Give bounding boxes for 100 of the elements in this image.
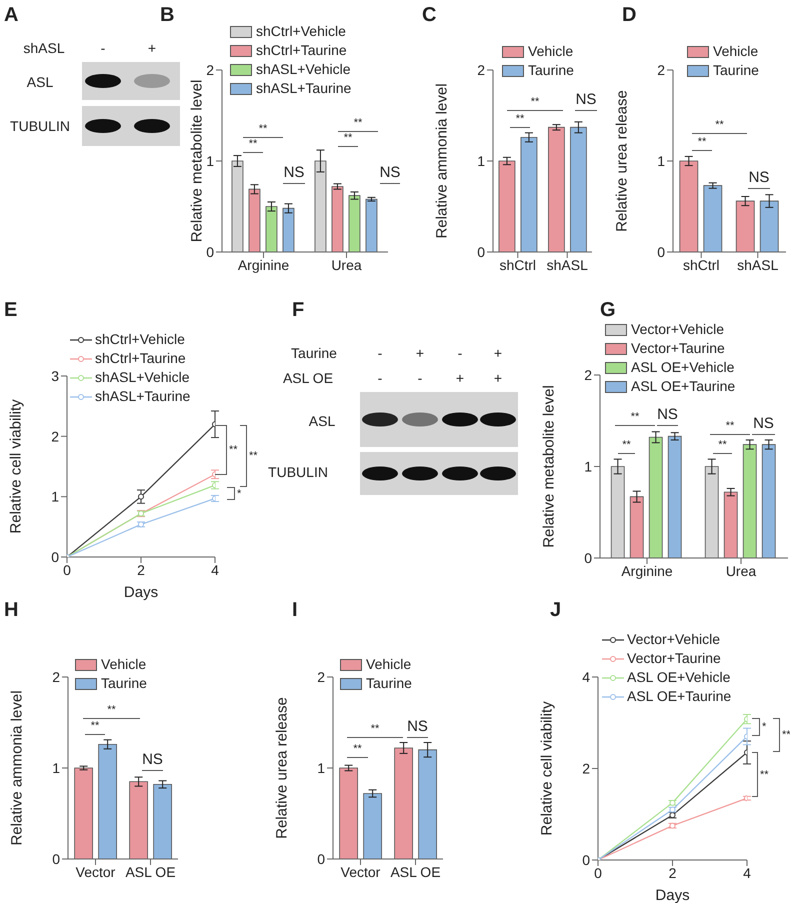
bar [736,200,755,252]
text: shASL [23,40,65,56]
bar [363,793,382,859]
text: * [762,720,766,734]
y-tick-label: 0 [51,548,60,565]
bar [610,466,625,558]
chart-title: C [422,4,436,27]
text: - [418,370,422,386]
bar [332,186,344,252]
annotation: NS [142,751,163,768]
annotation: NS [748,169,770,186]
legend-label: Vector+Vehicle [627,630,720,649]
legend-label: shCtrl+Vehicle [95,330,185,349]
y-tick-label: 2 [582,760,590,776]
point [138,494,144,500]
y-tick-label: 1 [317,760,326,776]
y-axis-title: Relative urea release [273,697,290,839]
text: TUBULIN [268,464,328,480]
y-tick-label: 2 [52,668,60,685]
bar [394,748,413,859]
bar [74,768,93,859]
legend-label: Vehicle [713,42,758,61]
legend-label: Taurine [713,61,759,80]
chart-title: G [600,299,616,322]
bar [703,185,722,252]
y-axis-title: Relative metabolite level [188,80,206,242]
annotation: ** [258,123,268,135]
annotation: ** [698,136,706,148]
chart-title: H [4,599,18,622]
text: + [456,370,464,386]
annotation: NS [576,91,596,108]
text: ASL [308,413,336,429]
y-tick-label: 0 [584,550,592,566]
bar [548,126,565,252]
x-tick-label: Urea [331,256,362,273]
legend-label: shCtrl+Vehicle [256,22,346,41]
legend-label: shASL+Vehicle [95,368,190,387]
text: * [237,486,242,500]
chart-title: D [622,4,636,27]
y-axis-title: Relative cell viability [538,700,556,836]
text: ** [760,768,769,782]
text: - [378,345,382,361]
legend-label: ASL OE+Vehicle [627,668,730,687]
bar [153,784,172,859]
y-tick-label: 0 [657,244,666,260]
y-tick-label: 2 [477,62,486,78]
bar [630,496,644,558]
legend-label: Vector+Taurine [631,339,725,358]
x-tick-label: 2 [668,864,677,881]
legend-label: Vehicle [528,42,574,61]
y-tick-label: 1 [51,488,60,505]
y-tick-label: 2 [657,62,666,78]
text: - [100,40,106,56]
y-tick-label: 2 [206,62,214,78]
bar [348,195,360,252]
y-tick-label: 1 [657,152,666,169]
x-tick-label: ASL OE [125,864,176,880]
bar [314,160,326,252]
legend-label: shASL+Taurine [256,79,352,98]
annotation: ** [630,411,640,423]
bar [282,208,294,252]
annotation: ** [90,720,100,732]
legend-label: Vehicle [101,655,146,674]
text: ASL [26,74,54,90]
annotation: ** [248,138,258,150]
bar [98,744,117,859]
x-tick-label: 0 [594,864,602,881]
x-tick-label: Arginine [621,562,673,579]
chart-title: B [160,4,174,27]
x-tick-label: 0 [63,562,72,578]
annotation: NS [407,718,428,735]
y-tick-label: 1 [52,760,60,776]
bar [366,198,378,252]
text: + [416,345,424,361]
bar [232,160,244,252]
bar [648,436,663,558]
bar [498,160,516,252]
legend-label: shCtrl+Taurine [256,41,347,60]
x-tick-label: Vector [340,864,381,880]
y-tick-label: 0 [206,244,214,260]
x-tick-label: 2 [137,562,146,578]
y-tick-label: 1 [477,152,486,169]
bar [129,781,148,859]
y-tick-label: 3 [51,368,60,384]
annotation: ** [353,743,362,755]
y-tick-label: 0 [582,852,590,868]
bar [762,444,776,558]
x-tick-label: shASL [737,256,779,273]
x-tick-label: shCtrl [682,256,720,273]
text: Taurine [291,345,337,361]
legend-label: Taurine [528,61,574,80]
bar [520,136,538,252]
x-tick-label: shASL [546,256,588,273]
legend-label: shASL+Vehicle [256,60,351,79]
chart-title: E [4,299,18,322]
annotation: ** [354,117,362,129]
annotation: NS [753,415,774,432]
chart-title: J [550,599,562,622]
bar [570,126,587,252]
text: ** [249,449,258,463]
